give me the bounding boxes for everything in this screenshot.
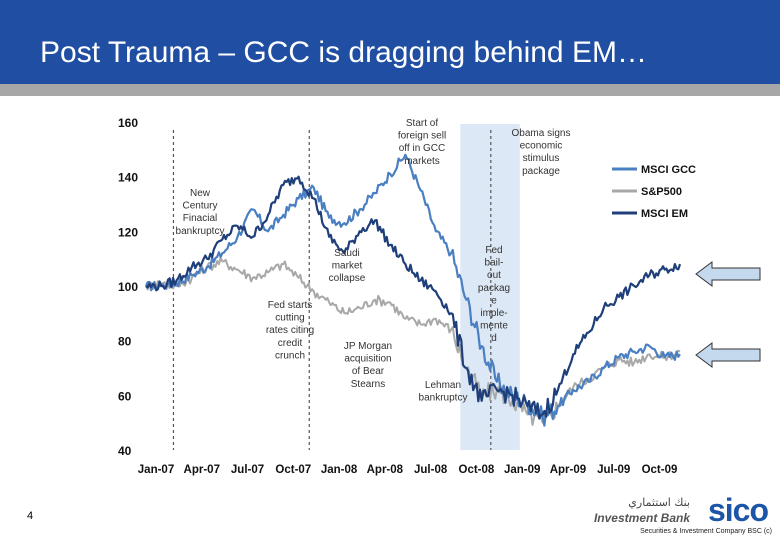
x-tick-label: Jan-08 xyxy=(321,464,358,476)
legend-label: MSCI GCC xyxy=(641,164,696,176)
x-tick-label: Jul-09 xyxy=(597,464,630,476)
annotation-text: Fed xyxy=(485,245,502,256)
annotation-text: imple- xyxy=(480,308,507,319)
legend-label: S&P500 xyxy=(641,186,682,198)
annotation-text: economic xyxy=(520,141,563,152)
annotation-text: bail- xyxy=(485,258,504,269)
annotation-text: Stearns xyxy=(351,379,385,390)
page-title: Post Trauma – GCC is dragging behind EM… xyxy=(40,36,647,69)
annotation-text: e xyxy=(491,295,497,306)
x-tick-label: Oct-07 xyxy=(275,464,311,476)
logo-bank-text: Investment Bank xyxy=(593,511,690,525)
annotation-text: mente xyxy=(480,321,508,332)
header-divider xyxy=(0,84,780,96)
annotation-text: markets xyxy=(404,156,440,167)
annotation-text: Start of xyxy=(406,118,438,129)
x-tick-label: Jul-07 xyxy=(231,464,264,476)
annotation-text: bankruptcy xyxy=(419,393,468,404)
series-line-0 xyxy=(144,153,681,427)
annotation-text: stimulus xyxy=(523,153,560,164)
annotation-text: Lehman xyxy=(425,380,461,391)
sico-logo: بنك استثماري Investment Bank sico xyxy=(548,492,772,530)
annotation-text: Fed starts xyxy=(268,300,312,311)
logo-brand-text: sico xyxy=(707,492,769,528)
series-line-2 xyxy=(145,175,682,420)
x-tick-label: Oct-08 xyxy=(459,464,495,476)
annotation-text: Finacial xyxy=(183,213,217,224)
right-arrow-icon xyxy=(695,342,761,368)
y-tick-label: 40 xyxy=(118,444,132,458)
y-tick-label: 60 xyxy=(118,389,132,403)
annotation-text: out xyxy=(487,270,501,281)
line-chart: 40 60 80 100 120 140 160 Jan-07 Apr-07 Jul-07 Oct-… xyxy=(118,116,761,476)
annotation-text: JP Morgan xyxy=(344,341,392,352)
page-number: 4 xyxy=(27,510,34,522)
annotation-text: rates citing xyxy=(266,325,314,336)
annotation-text: foreign sell xyxy=(398,131,446,142)
series-line-1 xyxy=(145,256,681,426)
annotation-text: package xyxy=(522,166,560,177)
annotation-text: d xyxy=(491,333,497,344)
annotation-text: cutting xyxy=(275,313,304,324)
annotation-text: collapse xyxy=(329,273,366,284)
annotation-text: New xyxy=(190,188,211,199)
x-tick-label: Apr-08 xyxy=(367,464,404,476)
annotation-text: credit xyxy=(278,338,303,349)
annotation-text: packag xyxy=(478,283,510,294)
x-tick-label: Jul-08 xyxy=(414,464,448,476)
annotation-text: bankruptcy xyxy=(176,226,225,237)
annotation-text: Obama signs xyxy=(512,128,571,139)
legend-label: MSCI EM xyxy=(641,208,688,220)
logo-arabic-text: بنك استثماري xyxy=(628,496,690,509)
y-tick-label: 80 xyxy=(118,335,132,349)
x-tick-label: Apr-09 xyxy=(550,464,586,476)
footer-copyright: Securities & Investment Company BSC (c) xyxy=(640,528,772,535)
annotation-text: acquisition xyxy=(344,354,391,365)
y-tick-label: 160 xyxy=(118,116,138,130)
x-tick-label: Oct-09 xyxy=(642,464,678,476)
x-tick-label: Apr-07 xyxy=(184,464,220,476)
x-tick-label: Jan-09 xyxy=(504,464,540,476)
y-tick-label: 120 xyxy=(118,225,138,239)
annotation-text: crunch xyxy=(275,350,305,361)
y-tick-label: 140 xyxy=(118,171,138,185)
annotation-text: Saudi xyxy=(334,248,360,259)
y-tick-label: 100 xyxy=(118,280,138,294)
right-arrow-icon xyxy=(695,261,761,287)
header-bar: Post Trauma – GCC is dragging behind EM… xyxy=(0,0,780,84)
annotation-text: of Bear xyxy=(352,366,385,377)
x-tick-label: Jan-07 xyxy=(138,464,174,476)
annotation-text: Century xyxy=(182,201,217,212)
annotation-text: off in GCC xyxy=(399,143,446,154)
annotation-text: market xyxy=(332,261,363,272)
